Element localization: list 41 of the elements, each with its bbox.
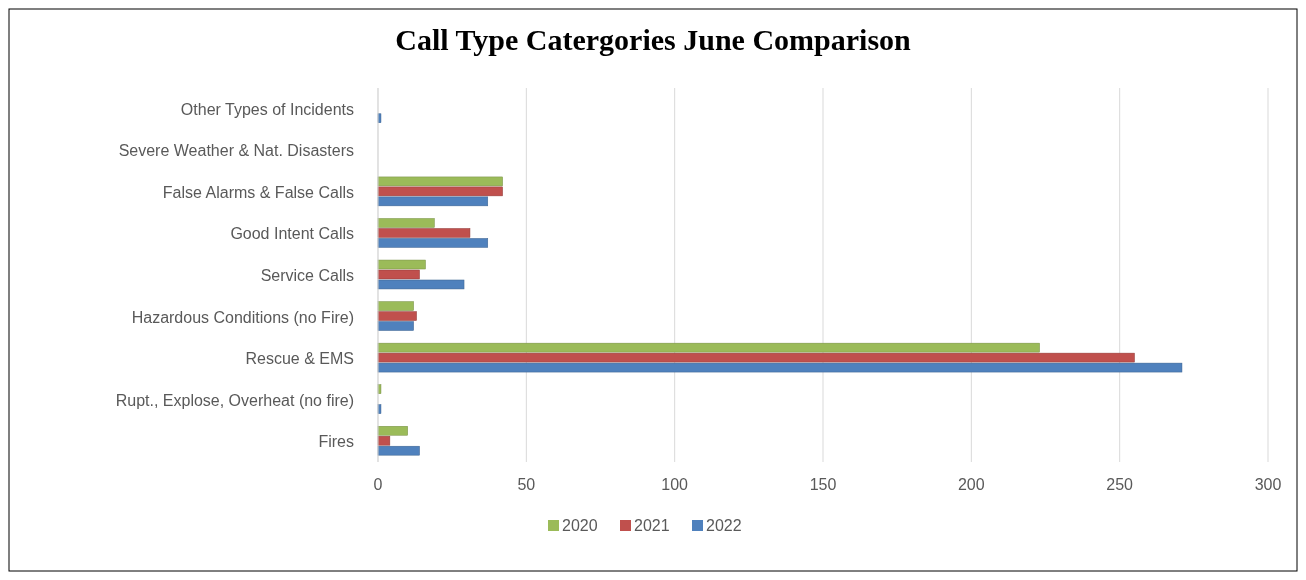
legend-label: 2022	[706, 517, 742, 534]
bar	[377, 445, 420, 456]
legend-label: 2021	[634, 517, 670, 534]
bar	[377, 218, 435, 228]
y-tick-label: Hazardous Conditions (no Fire)	[131, 308, 354, 326]
bar	[377, 311, 417, 321]
x-tick-label: 100	[661, 476, 689, 493]
chart-title: Call Type Catergories June Comparison	[395, 23, 912, 56]
y-tick-label: Other Types of Incidents	[180, 100, 354, 118]
bar	[377, 259, 426, 270]
bar	[377, 196, 489, 207]
bar	[377, 352, 1135, 363]
bar	[377, 384, 382, 394]
bar	[377, 362, 1183, 373]
y-tick-label: Severe Weather & Nat. Disasters	[118, 142, 354, 160]
y-tick-label: Fires	[318, 433, 354, 451]
bar	[377, 279, 465, 290]
bar	[377, 113, 382, 123]
bar	[377, 435, 391, 446]
bar	[377, 238, 489, 248]
legend-label: 2020	[562, 517, 598, 534]
bar	[377, 342, 1040, 353]
bar	[377, 404, 382, 414]
bar	[377, 176, 503, 187]
x-tick-label: 300	[1254, 476, 1282, 493]
y-tick-label: Rescue & EMS	[245, 350, 354, 368]
x-tick-label: 200	[957, 476, 985, 493]
bar	[377, 186, 503, 197]
x-tick-label: 50	[517, 476, 536, 493]
y-tick-label: Good Intent Calls	[230, 225, 354, 243]
y-tick-label: Service Calls	[260, 267, 354, 284]
x-tick-label: 250	[1106, 476, 1134, 493]
x-tick-label: 0	[373, 476, 383, 493]
y-tick-label: False Alarms & False Calls	[162, 183, 354, 201]
y-tick-label: Rupt., Explose, Overheat (no fire)	[115, 391, 354, 409]
bar	[377, 269, 420, 280]
bar	[377, 301, 414, 311]
bar	[377, 426, 408, 436]
bar	[377, 321, 414, 331]
bar	[377, 228, 471, 238]
x-tick-label: 150	[809, 476, 837, 493]
